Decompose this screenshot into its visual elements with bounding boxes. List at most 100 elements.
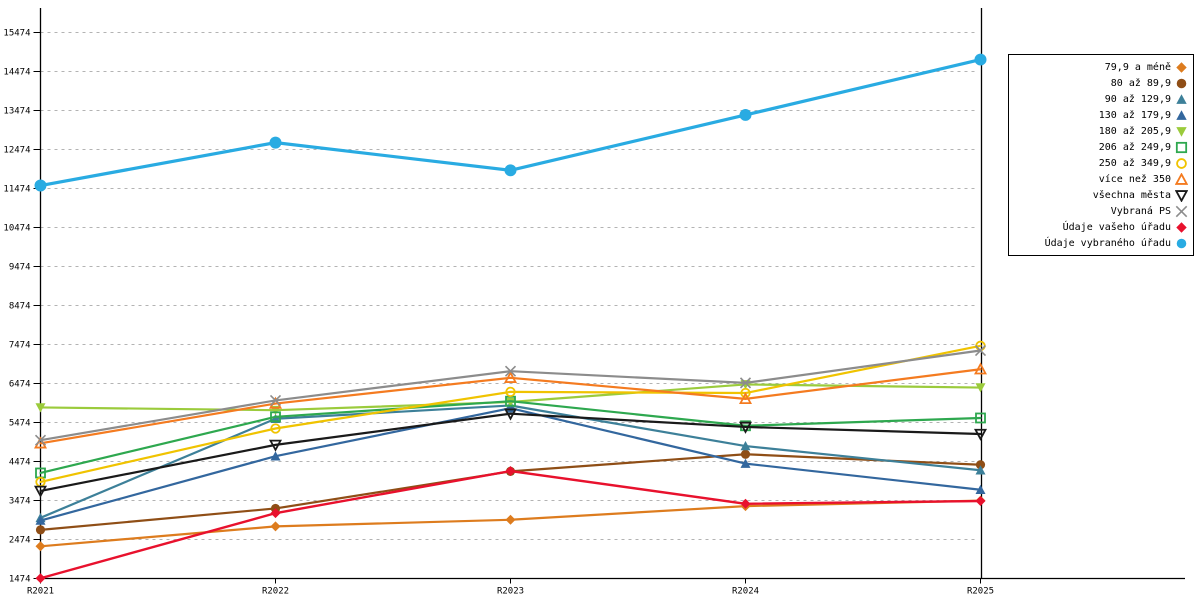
legend-label: Vybraná PS xyxy=(1110,205,1171,217)
marker-circle xyxy=(269,136,282,149)
marker-triangle-down xyxy=(503,408,518,421)
y-tick-label: 12474 xyxy=(3,146,30,156)
x-stroke xyxy=(1175,205,1188,217)
marker-square xyxy=(975,412,986,424)
legend-label: Údaje vybraného úřadu xyxy=(1044,237,1171,249)
series-11 xyxy=(35,466,986,584)
marker-circle xyxy=(505,386,516,397)
x-tick-label: R2022 xyxy=(262,587,289,597)
x-tick-label: R2025 xyxy=(967,587,994,597)
marker-triangle-up xyxy=(35,515,46,525)
y-tick-label: 5474 xyxy=(9,419,31,429)
legend-item: Údaje vašeho úřadu xyxy=(1013,219,1188,235)
legend-label: 206 až 249,9 xyxy=(1098,141,1171,153)
legend: 79,9 a méně 80 až 89,9 90 až 129,9 130 až 1… xyxy=(1008,54,1194,256)
legend-marker-icon xyxy=(1176,61,1187,73)
legend-label: 79,9 a méně xyxy=(1104,61,1171,73)
gridlines: 1474 2474 3474 4474 5474 6474 7474 8474 9474 1047… xyxy=(3,29,975,585)
marker-circle xyxy=(34,179,47,192)
series-9 xyxy=(33,408,988,498)
y-tick-label: 6474 xyxy=(9,380,31,390)
legend-marker-icon xyxy=(1176,93,1187,104)
y-tick-label: 7474 xyxy=(9,341,31,351)
series-line xyxy=(39,368,982,445)
legend-item: všechna města xyxy=(1013,187,1188,203)
marker-x xyxy=(504,365,517,377)
marker-triangle-up xyxy=(973,362,988,375)
legend-marker-icon xyxy=(1176,78,1187,88)
y-tick-label: 8474 xyxy=(9,302,31,312)
marker-diamond xyxy=(740,498,751,509)
marker-triangle-down xyxy=(35,403,46,413)
y-tick-label: 11474 xyxy=(3,185,30,195)
marker-diamond xyxy=(270,508,281,519)
legend-marker-icon xyxy=(1176,221,1187,233)
y-tick-label: 13474 xyxy=(3,107,30,117)
series-line xyxy=(39,412,982,493)
series-line xyxy=(39,344,982,484)
marker-triangle-up xyxy=(1175,172,1188,185)
legend-label: více než 350 xyxy=(1098,173,1171,185)
legend-item: 206 až 249,9 xyxy=(1013,139,1188,155)
x-stroke xyxy=(34,434,47,446)
marker-triangle-up xyxy=(503,370,518,383)
legend-marker-icon xyxy=(1176,109,1187,120)
marker-triangle-up xyxy=(975,484,986,494)
x-tick-label: R2023 xyxy=(497,587,524,597)
marker-square xyxy=(1175,141,1188,153)
marker-triangle-down xyxy=(973,428,988,441)
marker-diamond xyxy=(1176,61,1187,73)
legend-label: 80 až 89,9 xyxy=(1110,77,1171,89)
marker-diamond xyxy=(35,573,46,584)
marker-triangle-up xyxy=(738,391,753,405)
legend-marker-icon xyxy=(1175,172,1188,185)
legend-marker-icon xyxy=(1175,141,1188,153)
y-tick-label: 3474 xyxy=(9,497,31,507)
legend-item: 90 až 129,9 xyxy=(1013,91,1188,107)
marker-circle xyxy=(1176,238,1187,248)
x-tick-label: R2021 xyxy=(27,587,54,597)
marker-x xyxy=(739,377,752,389)
y-tick-label: 9474 xyxy=(9,263,31,273)
legend-item: 250 až 349,9 xyxy=(1013,155,1188,171)
marker-circle xyxy=(975,460,986,470)
legend-marker-icon xyxy=(1176,126,1187,137)
legend-item: Údaje vybraného úřadu xyxy=(1013,235,1188,251)
legend-item: více než 350 xyxy=(1013,171,1188,187)
marker-circle xyxy=(740,449,751,459)
y-tick-label: 15474 xyxy=(3,29,30,39)
marker-triangle-down xyxy=(33,485,48,498)
marker-circle xyxy=(1176,78,1187,88)
series-group xyxy=(33,53,988,584)
marker-square xyxy=(270,411,281,423)
legend-item: Vybraná PS xyxy=(1013,203,1188,219)
legend-marker-icon xyxy=(1176,157,1187,169)
marker-triangle-up xyxy=(270,451,281,461)
marker-triangle-down xyxy=(1175,189,1188,202)
marker-triangle-up xyxy=(1176,93,1187,104)
marker-circle xyxy=(974,53,987,66)
legend-label: 130 až 179,9 xyxy=(1098,109,1171,121)
marker-diamond xyxy=(1176,221,1187,233)
marker-x xyxy=(269,394,282,406)
marker-diamond xyxy=(270,521,281,532)
axes: R2021 R2022 R2023 R2024 R2025 xyxy=(27,8,1185,597)
legend-label: 180 až 205,9 xyxy=(1098,125,1171,137)
series-1 xyxy=(35,495,986,552)
marker-triangle-down xyxy=(505,397,516,407)
marker-circle xyxy=(739,108,752,121)
marker-triangle-up xyxy=(975,465,986,475)
legend-label: 90 až 129,9 xyxy=(1104,93,1171,105)
legend-label: Údaje vašeho úřadu xyxy=(1062,221,1171,233)
marker-circle xyxy=(270,423,281,434)
marker-diamond xyxy=(505,466,516,477)
marker-circle xyxy=(740,387,751,399)
marker-circle xyxy=(35,525,46,535)
marker-triangle-up xyxy=(740,458,751,468)
marker-triangle-down xyxy=(975,383,986,393)
legend-item: 79,9 a méně xyxy=(1013,59,1188,75)
legend-marker-icon xyxy=(1175,189,1188,202)
series-12 xyxy=(34,53,987,192)
